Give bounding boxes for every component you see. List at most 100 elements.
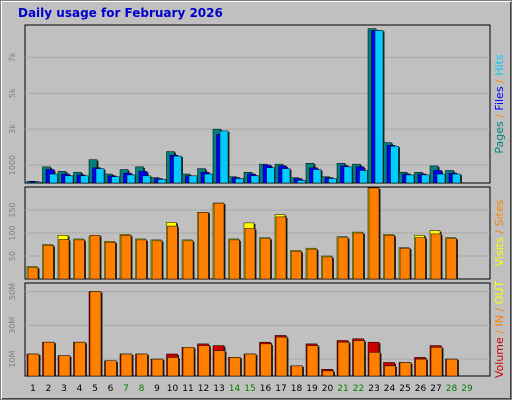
- bar-in-day-11: [182, 347, 195, 377]
- bar-in-day-8: [136, 353, 148, 377]
- bar-in-day-24: [384, 365, 396, 377]
- x-tick-day-27: 27: [430, 384, 441, 394]
- bar-hits-day-8: [142, 175, 151, 184]
- bar-in-day-15: [244, 353, 257, 377]
- bar-sites-day-7: [120, 235, 132, 280]
- bar-hits-day-27: [436, 173, 446, 184]
- bar-sites-day-15: [244, 228, 256, 280]
- panel-visits-y-tick-label: 50: [8, 251, 17, 261]
- panel-volume-y-tick-label: 50M: [8, 283, 17, 300]
- bar-hits-day-3: [64, 175, 74, 184]
- bar-sites-day-22: [353, 232, 364, 280]
- bar-in-day-7: [120, 353, 133, 377]
- legend-visits: Visits: [493, 237, 506, 266]
- panel-hits-legend: Pages / Files / Hits: [493, 54, 506, 154]
- legend-files: Files: [493, 86, 506, 110]
- bar-hits-day-26: [421, 174, 430, 184]
- bar-in-day-10: [167, 357, 179, 377]
- panel-hits-y-tick-label: 3k: [8, 124, 17, 134]
- bar-hits-day-10: [173, 155, 182, 184]
- bar-in-day-28: [446, 358, 458, 377]
- bar-in-day-16: [260, 343, 272, 377]
- bar-sites-day-1: [27, 267, 39, 280]
- x-tick-day-13: 13: [213, 384, 224, 394]
- bar-hits-day-17: [281, 168, 291, 184]
- bar-sites-day-4: [74, 239, 85, 280]
- bar-in-day-25: [399, 362, 412, 377]
- legend-sites: Sites: [493, 199, 506, 226]
- chart-title: Daily usage for February 2026: [18, 6, 223, 20]
- bar-hits-day-2: [49, 173, 58, 184]
- bar-in-day-20: [322, 370, 334, 377]
- bar-hits-day-18: [297, 180, 306, 184]
- x-tick-day-12: 12: [198, 384, 209, 394]
- bar-in-day-12: [198, 345, 210, 377]
- panel-hits-y-tick-label: 5k: [8, 88, 17, 98]
- bar-in-day-13: [213, 350, 226, 377]
- bar-hits-day-11: [188, 175, 198, 184]
- panel-volume-y-tick-label: 10M: [8, 350, 17, 367]
- panel-visits-legend: Visits / Sites: [493, 199, 506, 266]
- bar-in-day-3: [58, 355, 71, 377]
- x-tick-day-2: 2: [46, 384, 52, 394]
- x-tick-day-26: 26: [415, 384, 427, 394]
- bar-sites-day-8: [136, 239, 147, 280]
- panel-hits-frame: [24, 24, 491, 184]
- bar-sites-day-12: [198, 212, 209, 280]
- x-tick-day-4: 4: [77, 384, 83, 394]
- legend-hits: Hits: [493, 54, 506, 76]
- panel-hits-y-tick-label: 1000: [8, 155, 17, 175]
- bar-sites-day-21: [337, 237, 349, 280]
- x-tick-day-14: 14: [229, 384, 241, 394]
- bar-sites-day-5: [89, 235, 101, 280]
- bar-in-day-5: [89, 291, 102, 377]
- bar-in-day-14: [229, 357, 241, 377]
- bar-sites-day-10: [167, 225, 178, 280]
- bar-hits-day-28: [452, 173, 461, 184]
- bar-in-day-22: [353, 340, 365, 377]
- legend-in: IN: [493, 315, 506, 326]
- x-tick-day-3: 3: [61, 384, 67, 394]
- bar-hits-day-9: [157, 179, 167, 184]
- bar-sites-day-26: [415, 237, 426, 280]
- bar-sites-day-14: [229, 239, 240, 280]
- bar-hits-day-19: [312, 169, 322, 184]
- bar-hits-day-7: [126, 174, 136, 184]
- panel-hits-y-tick-label: 7k: [8, 52, 17, 62]
- panel-volume-legend: Volume / IN / OUT: [493, 281, 506, 379]
- x-tick-day-25: 25: [399, 384, 410, 394]
- x-tick-day-29: 29: [461, 384, 473, 394]
- legend-pages: Pages: [493, 121, 506, 154]
- bar-hits-day-20: [328, 178, 337, 184]
- bar-in-day-18: [291, 365, 303, 377]
- bar-in-day-9: [151, 358, 164, 377]
- bar-sites-day-23: [368, 187, 380, 280]
- x-tick-day-21: 21: [337, 384, 348, 394]
- bar-in-day-2: [43, 341, 55, 377]
- bar-sites-day-13: [213, 202, 225, 280]
- bar-sites-day-18: [291, 251, 302, 280]
- x-tick-day-1: 1: [30, 384, 36, 394]
- bar-in-day-6: [105, 360, 117, 377]
- bar-in-day-1: [27, 353, 40, 377]
- bar-hits-day-4: [80, 175, 89, 184]
- bar-in-day-19: [306, 345, 319, 377]
- bar-sites-day-24: [384, 235, 395, 280]
- bar-hits-day-23: [374, 30, 384, 184]
- bar-sites-day-28: [446, 238, 457, 280]
- bar-hits-day-15: [250, 175, 260, 184]
- bar-in-day-17: [275, 336, 288, 377]
- bar-hits-day-16: [266, 167, 275, 184]
- x-tick-day-24: 24: [384, 384, 396, 394]
- bar-sites-day-17: [275, 216, 287, 280]
- panel-visits-y-tick-label: 100: [8, 225, 17, 240]
- x-tick-day-5: 5: [92, 384, 98, 394]
- x-tick-day-8: 8: [139, 384, 145, 394]
- bar-sites-day-6: [105, 241, 116, 280]
- bar-sites-day-27: [430, 233, 442, 280]
- bar-sites-day-16: [260, 238, 271, 280]
- panel-visits-y-tick-label: 150: [8, 202, 17, 217]
- bar-in-day-4: [74, 341, 86, 377]
- bar-hits-day-22: [359, 170, 368, 184]
